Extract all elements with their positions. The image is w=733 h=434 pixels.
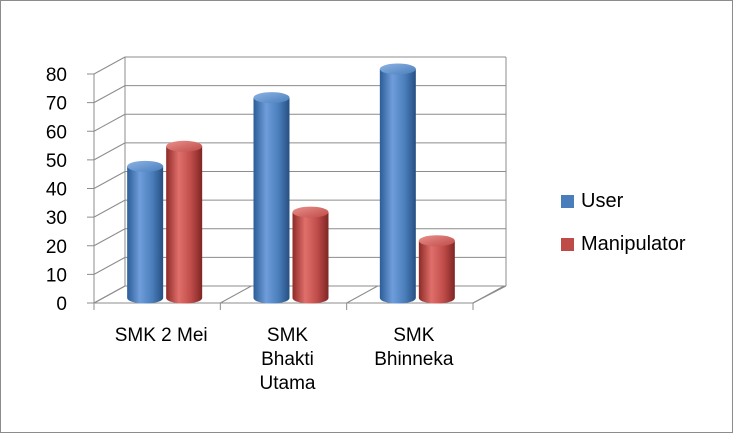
y-tick-label: 70 — [46, 94, 67, 115]
y-tick-label: 20 — [46, 237, 67, 258]
bar-top — [166, 140, 203, 152]
y-tick-label: 80 — [46, 65, 67, 86]
bar-user-2 — [379, 63, 416, 304]
x-category-label: SMK — [267, 325, 309, 346]
legend-swatch — [561, 238, 574, 251]
x-category-label: Utama — [260, 373, 316, 394]
side-gridline — [93, 199, 126, 218]
side-gridline — [93, 256, 126, 275]
bar-user-0 — [127, 160, 164, 304]
bar-manipulator-0 — [166, 140, 203, 304]
side-gridline — [93, 56, 126, 75]
x-category-label: Bhinneka — [374, 349, 454, 370]
side-gridline — [93, 171, 126, 189]
bar-body — [379, 69, 416, 304]
bar-user-1 — [253, 92, 290, 304]
bar-manipulator-2 — [418, 235, 455, 304]
bar-top — [127, 160, 164, 172]
bar-body — [166, 146, 203, 304]
side-gridline — [93, 113, 126, 132]
x-category-label: SMK 2 Mei — [115, 325, 208, 346]
bar-top — [418, 235, 455, 247]
floor-divider — [220, 285, 252, 304]
side-gridline — [93, 85, 126, 104]
y-tick-label: 50 — [46, 151, 67, 172]
bar-body — [253, 97, 290, 304]
x-category-label: SMK — [393, 325, 435, 346]
side-gridline — [93, 228, 126, 247]
legend: User Manipulator — [561, 190, 686, 255]
floor-divider — [346, 285, 378, 304]
bar-body — [418, 240, 455, 304]
side-gridline — [93, 142, 126, 161]
bar-top — [253, 92, 290, 104]
legend-label: Manipulator — [581, 233, 686, 255]
y-tick-label: 60 — [46, 122, 67, 143]
y-tick-label: 30 — [46, 208, 67, 229]
bar-manipulator-1 — [292, 206, 329, 304]
x-category-label: Bhakti — [261, 349, 314, 370]
y-tick-label: 10 — [46, 265, 67, 286]
legend-label: User — [581, 190, 624, 212]
y-tick-label: 0 — [56, 294, 67, 315]
bar-body — [292, 212, 329, 304]
legend-swatch — [561, 195, 574, 208]
floor-divider — [472, 285, 505, 304]
bar-top — [292, 206, 329, 218]
floor-divider — [93, 285, 126, 304]
y-tick-label: 40 — [46, 180, 67, 201]
bar-body — [127, 166, 164, 304]
bar-top — [379, 63, 416, 75]
